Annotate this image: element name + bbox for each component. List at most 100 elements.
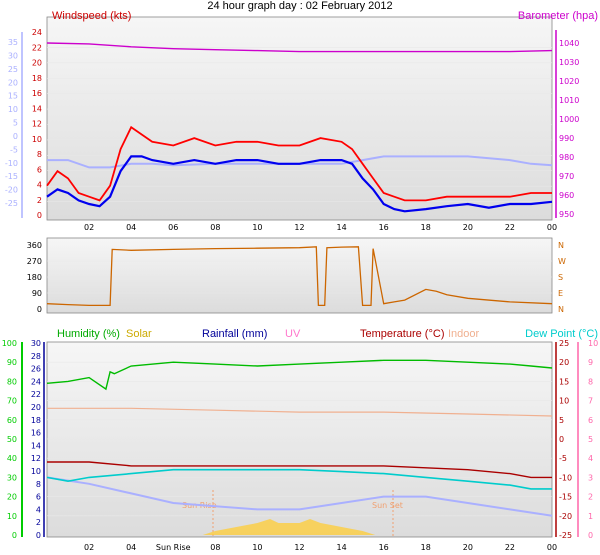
windspeed-tick: 20 — [32, 59, 42, 68]
uv-tick: 9 — [588, 358, 593, 367]
legend-humidity: Humidity (%) — [57, 328, 120, 340]
wind-gust-line — [46, 125, 552, 202]
wind-x-tick: 06 — [168, 223, 178, 232]
humidity-tick: 80 — [7, 377, 17, 386]
windspeed-tick: 18 — [32, 74, 42, 83]
barometer-tick: 1040 — [559, 39, 579, 48]
outer-left-tick: -15 — [5, 172, 18, 181]
windspeed-tick: 0 — [37, 211, 42, 220]
wind-x-tick: 10 — [252, 223, 262, 232]
legend-dew-point: Dew Point (°C) — [525, 328, 598, 340]
legend-solar: Solar — [126, 328, 152, 340]
direction-tick: 360 — [27, 241, 42, 250]
temperature-tick: 5 — [559, 416, 564, 425]
uv-tick: 5 — [588, 435, 593, 444]
barometer-tick: 960 — [559, 191, 574, 200]
legend-uv: UV — [285, 328, 301, 340]
temperature-tick: 10 — [559, 397, 569, 406]
sunset-annotation: Sun Set — [372, 501, 403, 510]
windspeed-tick: 8 — [37, 150, 42, 159]
temperature-tick: -20 — [559, 512, 572, 521]
weather-x-tick: 00 — [547, 543, 557, 552]
rain-tick: 0 — [36, 531, 41, 540]
humidity-tick: 0 — [12, 531, 17, 540]
outer-left-tick: -5 — [10, 145, 18, 154]
uv-tick: 8 — [588, 377, 593, 386]
rain-tick: 6 — [36, 493, 41, 502]
direction-tick: 90 — [32, 289, 42, 298]
barometer-tick: 1030 — [559, 58, 579, 67]
weather-x-tick: 20 — [463, 543, 473, 552]
outer-left-tick: 0 — [13, 132, 18, 141]
outer-left-tick: 25 — [8, 65, 18, 74]
humidity-line — [46, 359, 553, 391]
temperature-tick: 25 — [559, 339, 569, 348]
wind-x-tick: 12 — [294, 223, 304, 232]
dew-point-line — [46, 468, 552, 490]
uv-tick: 2 — [588, 493, 593, 502]
uv-tick: 1 — [588, 512, 593, 521]
wind-direction-line — [46, 246, 553, 307]
outer-left-tick: -20 — [5, 186, 18, 195]
rain-tick: 28 — [31, 352, 41, 361]
barometer-tick: 1020 — [559, 77, 579, 86]
temperature-tick: 0 — [559, 435, 564, 444]
humidity-tick: 10 — [7, 512, 17, 521]
compass-tick: W — [558, 257, 566, 266]
outer-left-tick: 10 — [8, 105, 18, 114]
compass-tick: S — [558, 273, 563, 282]
weather-x-tick: 16 — [379, 543, 389, 552]
temperature-tick: 15 — [559, 377, 569, 386]
temperature-line — [47, 461, 552, 479]
uv-tick: 10 — [588, 339, 598, 348]
windspeed-tick: 22 — [32, 43, 42, 52]
weather-x-tick: 10 — [252, 543, 262, 552]
uv-tick: 6 — [588, 416, 593, 425]
legend-indoor: Indoor — [448, 328, 480, 340]
wind-x-tick: 16 — [379, 223, 389, 232]
windspeed-tick: 24 — [32, 28, 42, 37]
windspeed-tick: 2 — [37, 196, 42, 205]
direction-tick: 180 — [27, 273, 42, 282]
outer-left-tick: 35 — [8, 38, 18, 47]
humidity-tick: 70 — [7, 397, 17, 406]
ticks-layer: -25-20-15-10-505101520253035024681012141… — [2, 28, 598, 552]
legend-temperature: Temperature (°C) — [360, 328, 444, 340]
weather-x-tick: 22 — [505, 543, 515, 552]
barometer-line — [46, 42, 553, 53]
temperature-tick: -15 — [559, 493, 572, 502]
compass-tick: E — [558, 289, 563, 298]
windspeed-label: Windspeed (kts) — [52, 10, 131, 22]
wind-x-tick: 18 — [421, 223, 431, 232]
rain-tick: 26 — [31, 365, 41, 374]
barometer-tick: 1010 — [559, 96, 579, 105]
wind-x-tick: 20 — [463, 223, 473, 232]
wind-x-tick: 22 — [505, 223, 515, 232]
wind-average-line — [46, 155, 553, 213]
wind-x-tick: 00 — [547, 223, 557, 232]
outer-left-tick: 20 — [8, 78, 18, 87]
weather-x-tick: 08 — [210, 543, 220, 552]
barometer-tick: 990 — [559, 134, 574, 143]
temperature-tick: -10 — [559, 473, 572, 482]
humidity-tick: 90 — [7, 358, 17, 367]
outer-left-tick: 15 — [8, 92, 18, 101]
rain-tick: 20 — [31, 403, 41, 412]
rain-tick: 8 — [36, 480, 41, 489]
windspeed-tick: 12 — [32, 120, 42, 129]
humidity-tick: 60 — [7, 416, 17, 425]
chart-title: 24 hour graph day : 02 February 2012 — [207, 0, 392, 12]
direction-tick: 270 — [27, 257, 42, 266]
rain-tick: 2 — [36, 518, 41, 527]
barometer-tick: 970 — [559, 172, 574, 181]
outer-left-tick: -10 — [5, 159, 18, 168]
barometer-tick: 1000 — [559, 115, 579, 124]
windspeed-tick: 4 — [37, 181, 42, 190]
rain-tick: 22 — [31, 390, 41, 399]
temperature-tick: -5 — [559, 454, 567, 463]
windspeed-tick: 14 — [32, 104, 42, 113]
rain-tick: 4 — [36, 505, 41, 514]
weather-x-tick: 18 — [421, 543, 431, 552]
direction-tick: 0 — [37, 305, 42, 314]
